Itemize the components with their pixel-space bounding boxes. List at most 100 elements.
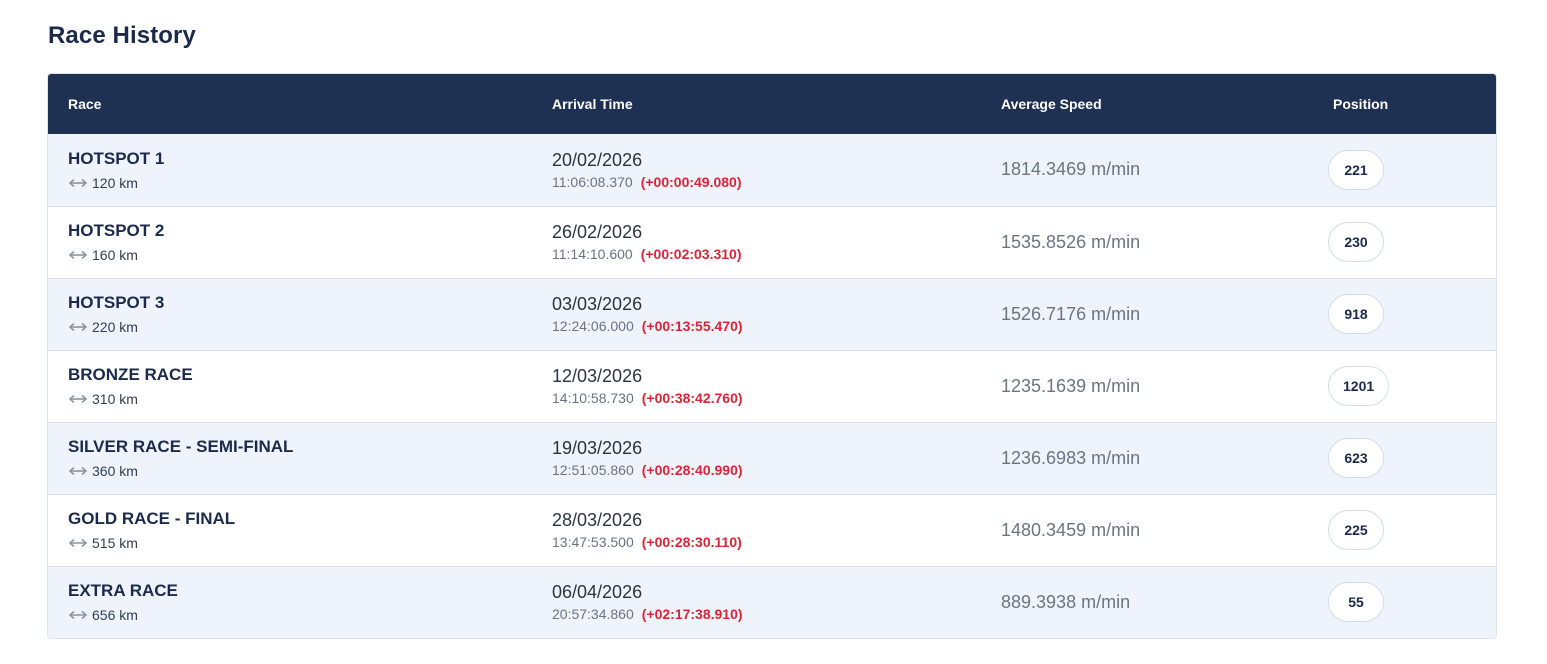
position-cell: 230 (1312, 206, 1496, 278)
race-distance: 160 km (68, 246, 532, 264)
position-cell: 225 (1312, 494, 1496, 566)
position-badge: 918 (1328, 294, 1384, 334)
average-speed: 1236.6983 m/min (1001, 447, 1141, 468)
average-speed: 1814.3469 m/min (1001, 159, 1141, 180)
average-speed: 1526.7176 m/min (1001, 303, 1141, 324)
position-badge: 230 (1328, 222, 1384, 262)
arrival-date: 03/03/2026 (552, 294, 643, 314)
arrival-time: 20:57:34.860 (552, 606, 634, 623)
race-distance-value: 120 km (92, 174, 138, 191)
race-cell: SILVER RACE - SEMI-FINAL 360 km (48, 422, 532, 494)
arrival-gap: (+00:38:42.760) (641, 390, 743, 406)
race-distance: 310 km (68, 390, 532, 408)
table-row[interactable]: EXTRA RACE 656 km 06/04/2026 20:57:34.86… (48, 566, 1496, 638)
header-average-speed: Average Speed (1001, 96, 1102, 112)
arrival-date: 28/03/2026 (552, 510, 643, 530)
arrival-gap: (+00:00:49.080) (640, 173, 742, 190)
arrival-cell: 03/03/2026 12:24:06.000 (+00:13:55.470) (532, 278, 981, 350)
arrival-time: 14:10:58.730 (552, 390, 634, 406)
race-distance-value: 220 km (92, 319, 138, 335)
position-badge: 221 (1328, 149, 1384, 190)
race-name: SILVER RACE - SEMI-FINAL (68, 437, 294, 456)
race-name: GOLD RACE - FINAL (68, 509, 236, 528)
table-row[interactable]: HOTSPOT 2 160 km 26/02/2026 11:14:10.600… (48, 206, 1496, 278)
arrival-cell: 28/03/2026 13:47:53.500 (+00:28:30.110) (532, 494, 981, 566)
race-name: EXTRA RACE (68, 581, 178, 601)
arrival-gap: (+00:28:40.990) (641, 462, 743, 478)
table-row[interactable]: HOTSPOT 1 120 km 20/02/2026 11:06:08.370… (48, 134, 1496, 206)
race-cell: EXTRA RACE 656 km (48, 566, 532, 638)
arrival-time: 12:51:05.860 (552, 462, 634, 478)
arrival-gap: (+00:13:55.470) (641, 318, 743, 334)
race-cell: HOTSPOT 3 220 km (48, 278, 532, 350)
double-arrow-horizontal-icon (68, 538, 88, 548)
arrival-cell: 19/03/2026 12:51:05.860 (+00:28:40.990) (532, 422, 981, 494)
speed-cell: 889.3938 m/min (981, 566, 1312, 638)
race-cell: HOTSPOT 1 120 km (48, 134, 532, 206)
race-name: HOTSPOT 2 (68, 221, 165, 240)
arrival-time: 11:06:08.370 (552, 173, 633, 190)
arrival-gap: (+00:28:30.110) (641, 534, 742, 550)
arrival-date: 19/03/2026 (552, 438, 643, 458)
position-cell: 55 (1312, 566, 1496, 638)
race-distance: 515 km (68, 534, 532, 552)
position-cell: 1201 (1312, 350, 1496, 422)
race-distance: 220 km (68, 318, 532, 336)
arrival-cell: 26/02/2026 11:14:10.600 (+00:02:03.310) (532, 206, 981, 278)
race-name: HOTSPOT 1 (68, 148, 165, 168)
speed-cell: 1535.8526 m/min (981, 206, 1312, 278)
table-row[interactable]: GOLD RACE - FINAL 515 km 28/03/2026 13:4… (48, 494, 1496, 566)
speed-cell: 1235.1639 m/min (981, 350, 1312, 422)
arrival-date: 20/02/2026 (552, 149, 643, 170)
table-row[interactable]: SILVER RACE - SEMI-FINAL 360 km 19/03/20… (48, 422, 1496, 494)
race-distance-value: 310 km (92, 391, 138, 407)
race-cell: GOLD RACE - FINAL 515 km (48, 494, 532, 566)
race-cell: HOTSPOT 2 160 km (48, 206, 532, 278)
header-position: Position (1333, 96, 1389, 112)
position-badge: 1201 (1328, 366, 1390, 406)
arrival-cell: 12/03/2026 14:10:58.730 (+00:38:42.760) (532, 350, 981, 422)
header-arrival-time: Arrival Time (552, 96, 633, 112)
average-speed: 1235.1639 m/min (1001, 375, 1141, 396)
race-distance-value: 656 km (92, 607, 138, 624)
race-name: HOTSPOT 3 (68, 293, 165, 312)
race-distance-value: 515 km (92, 535, 138, 551)
arrival-date: 12/03/2026 (552, 366, 643, 386)
speed-cell: 1814.3469 m/min (981, 134, 1312, 206)
double-arrow-horizontal-icon (68, 466, 88, 476)
position-cell: 918 (1312, 278, 1496, 350)
table-row[interactable]: HOTSPOT 3 220 km 03/03/2026 12:24:06.000… (48, 278, 1496, 350)
arrival-time: 11:14:10.600 (552, 246, 633, 262)
race-history-table: Race Arrival Time Average Speed Position… (47, 73, 1497, 639)
speed-cell: 1236.6983 m/min (981, 422, 1312, 494)
header-race: Race (68, 96, 102, 112)
arrival-date: 06/04/2026 (552, 582, 643, 603)
table-row[interactable]: BRONZE RACE 310 km 12/03/2026 14:10:58.7… (48, 350, 1496, 422)
position-badge: 225 (1328, 510, 1384, 550)
double-arrow-horizontal-icon (68, 250, 88, 260)
arrival-cell: 06/04/2026 20:57:34.860 (+02:17:38.910) (532, 566, 981, 638)
speed-cell: 1480.3459 m/min (981, 494, 1312, 566)
arrival-gap: (+00:02:03.310) (640, 246, 742, 262)
arrival-date: 26/02/2026 (552, 222, 643, 242)
position-badge: 623 (1328, 438, 1384, 478)
arrival-time: 13:47:53.500 (552, 534, 634, 550)
table-header-row: Race Arrival Time Average Speed Position (48, 74, 1496, 134)
average-speed: 889.3938 m/min (1001, 591, 1131, 612)
position-badge: 55 (1328, 582, 1384, 623)
race-distance: 656 km (68, 606, 532, 624)
arrival-gap: (+02:17:38.910) (641, 606, 743, 623)
race-distance-value: 160 km (92, 247, 138, 263)
race-distance: 120 km (68, 174, 532, 192)
double-arrow-horizontal-icon (68, 322, 88, 332)
page-title: Race History (48, 22, 196, 49)
arrival-cell: 20/02/2026 11:06:08.370 (+00:00:49.080) (532, 134, 981, 206)
position-cell: 623 (1312, 422, 1496, 494)
race-distance-value: 360 km (92, 463, 138, 479)
double-arrow-horizontal-icon (68, 178, 88, 187)
double-arrow-horizontal-icon (68, 611, 88, 620)
race-cell: BRONZE RACE 310 km (48, 350, 532, 422)
speed-cell: 1526.7176 m/min (981, 278, 1312, 350)
average-speed: 1480.3459 m/min (1001, 519, 1141, 540)
race-name: BRONZE RACE (68, 365, 193, 384)
